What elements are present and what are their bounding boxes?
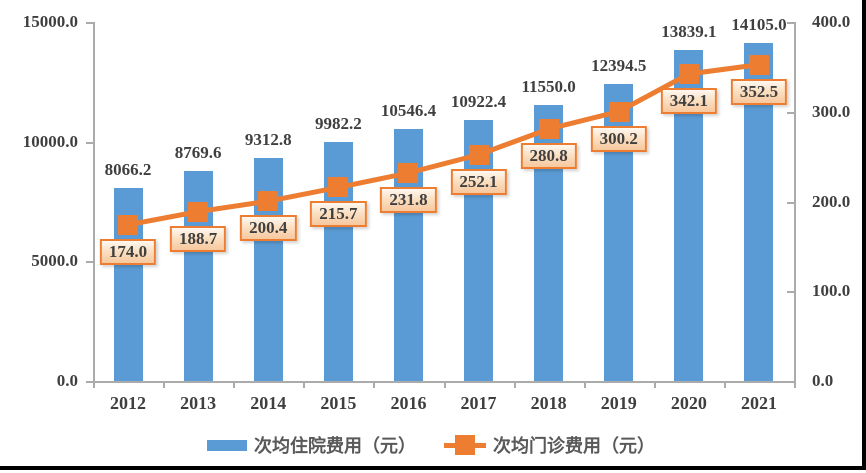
line-data-label: 300.2 — [590, 125, 647, 152]
x-axis-tick — [303, 383, 306, 388]
x-axis-tick — [233, 383, 236, 388]
bar-data-label: 14105.0 — [731, 15, 787, 35]
x-axis-tick — [373, 383, 376, 388]
y-axis-left-tick-label: 0.0 — [56, 371, 78, 390]
line-data-label: 231.8 — [380, 186, 437, 213]
x-axis-category-label: 2017 — [460, 393, 497, 413]
bar-data-label: 12394.5 — [591, 56, 647, 76]
x-axis-category-label: 2019 — [600, 393, 637, 413]
x-axis — [93, 381, 796, 383]
bar-series-swatch-icon — [207, 439, 247, 451]
line-point-marker — [608, 101, 629, 122]
legend-label-hospitalization: 次均住院费用（元） — [254, 436, 416, 456]
line-point-marker — [328, 177, 349, 198]
x-axis-tick — [163, 383, 166, 388]
line-data-label: 280.8 — [520, 142, 577, 169]
x-axis-tick — [513, 383, 516, 388]
bar-data-label: 8066.2 — [104, 159, 152, 179]
y-axis-right-tick-label: 300.0 — [812, 101, 851, 121]
x-axis-category-label: 2018 — [530, 393, 567, 413]
y-axis-left-tick-label: 5000.0 — [31, 251, 78, 271]
line-point-marker — [118, 214, 139, 235]
legend: 次均住院费用（元） 次均门诊费用（元） — [0, 432, 862, 458]
y-axis-right — [794, 22, 796, 381]
line-point-marker — [258, 191, 279, 212]
x-axis-tick — [653, 383, 656, 388]
legend-label-outpatient: 次均门诊费用（元） — [493, 436, 655, 456]
x-axis-tick — [794, 383, 796, 388]
y-axis-left-tick-label: 10000.0 — [22, 131, 78, 151]
x-axis-category-label: 2012 — [110, 393, 147, 413]
x-axis-tick — [723, 383, 726, 388]
y-axis-left — [93, 22, 95, 381]
bar-data-label: 10546.4 — [380, 100, 437, 120]
y-axis-left-tick-label: 15000.0 — [22, 12, 78, 31]
legend-item-outpatient: 次均门诊费用（元） — [444, 432, 655, 458]
line-point-marker — [188, 201, 209, 222]
line-point-marker — [748, 54, 769, 75]
bar-data-label: 10922.4 — [450, 91, 507, 111]
line-point-marker — [678, 63, 699, 84]
line-data-label: 252.1 — [450, 168, 507, 195]
x-axis-category-label: 2013 — [180, 393, 217, 413]
bar-data-label: 11550.0 — [521, 76, 576, 96]
x-axis-category-label: 2015 — [320, 393, 357, 413]
y-axis-right-tick-label: 200.0 — [812, 191, 851, 211]
x-axis-tick — [443, 383, 446, 388]
line-point-marker — [538, 118, 559, 139]
line-point-marker — [468, 144, 489, 165]
line-data-label: 200.4 — [240, 215, 297, 242]
x-axis-category-label: 2016 — [390, 393, 427, 413]
line-data-label: 174.0 — [99, 238, 157, 265]
y-axis-right-tick — [787, 111, 794, 114]
line-data-label: 342.1 — [660, 87, 717, 114]
y-axis-left-tick — [86, 22, 93, 24]
legend-item-hospitalization: 次均住院费用（元） — [207, 432, 416, 458]
bar-data-label: 13839.1 — [661, 21, 717, 41]
bar-data-label: 8769.6 — [174, 143, 222, 163]
line-data-label: 188.7 — [170, 225, 227, 252]
bar-data-label: 9312.8 — [244, 130, 292, 150]
x-axis-tick — [93, 383, 95, 388]
image-border-bottom — [0, 466, 866, 470]
y-axis-left-tick — [86, 381, 93, 383]
line-series-swatch-icon — [444, 435, 486, 455]
y-axis-left-tick — [86, 261, 93, 264]
x-axis-tick — [583, 383, 586, 388]
y-axis-right-tick — [787, 201, 794, 204]
x-axis-category-label: 2021 — [740, 393, 777, 413]
x-axis-category-label: 2014 — [250, 393, 287, 413]
y-axis-right-tick-label: 100.0 — [812, 281, 851, 301]
y-axis-left-tick — [86, 141, 93, 144]
y-axis-right-tick — [787, 291, 794, 294]
line-data-label: 352.5 — [730, 78, 788, 105]
y-axis-right-tick-label: 400.0 — [812, 12, 851, 31]
line-data-label: 215.7 — [310, 201, 367, 228]
y-axis-right-tick-label: 0.0 — [812, 371, 834, 390]
y-axis-right-tick — [787, 381, 794, 383]
y-axis-right-tick — [787, 22, 794, 24]
x-axis-category-label: 2020 — [670, 393, 707, 413]
image-border-right — [862, 0, 866, 470]
bar-data-label: 9982.2 — [314, 114, 362, 134]
line-point-marker — [398, 162, 419, 183]
